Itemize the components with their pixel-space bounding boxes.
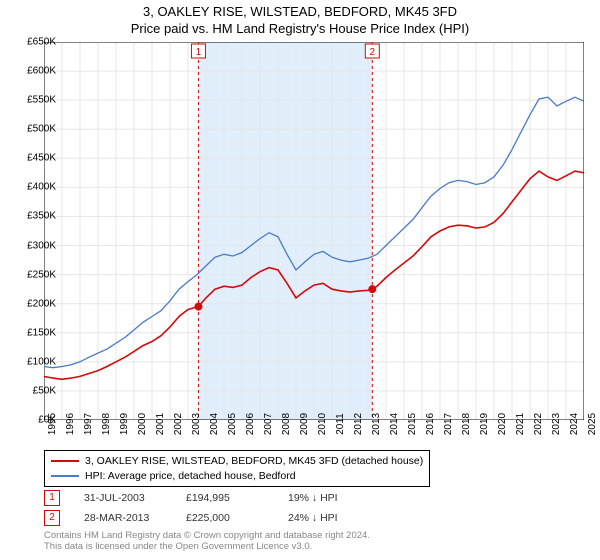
y-tick-label: £500K xyxy=(12,124,56,135)
y-tick-label: £400K xyxy=(12,182,56,193)
svg-text:1: 1 xyxy=(196,47,202,58)
x-tick-label: 2013 xyxy=(371,413,382,435)
x-tick-label: 2022 xyxy=(533,413,544,435)
x-tick-label: 1999 xyxy=(119,413,130,435)
y-tick-label: £300K xyxy=(12,240,56,251)
sale-pct-vs-hpi: 19% ↓ HPI xyxy=(288,492,366,504)
sale-marker-box: 2 xyxy=(44,510,60,526)
x-tick-label: 2005 xyxy=(227,413,238,435)
x-tick-label: 2010 xyxy=(317,413,328,435)
sale-row: 2 28-MAR-2013 £225,000 24% ↓ HPI xyxy=(44,510,366,526)
x-tick-label: 2007 xyxy=(263,413,274,435)
x-tick-label: 2004 xyxy=(209,413,220,435)
y-tick-label: £100K xyxy=(12,356,56,367)
x-tick-label: 2016 xyxy=(425,413,436,435)
x-tick-label: 1996 xyxy=(65,413,76,435)
x-tick-label: 2015 xyxy=(407,413,418,435)
chart-plot-area: 12 xyxy=(44,42,584,420)
y-tick-label: £250K xyxy=(12,269,56,280)
x-tick-label: 2000 xyxy=(137,413,148,435)
legend-swatch xyxy=(51,460,79,462)
footer-line-2: This data is licensed under the Open Gov… xyxy=(44,541,370,552)
x-tick-label: 1995 xyxy=(47,413,58,435)
sale-price: £194,995 xyxy=(186,492,264,504)
x-tick-label: 1997 xyxy=(83,413,94,435)
x-tick-label: 2012 xyxy=(353,413,364,435)
x-tick-label: 2011 xyxy=(335,413,346,435)
x-tick-label: 2021 xyxy=(515,413,526,435)
legend: 3, OAKLEY RISE, WILSTEAD, BEDFORD, MK45 … xyxy=(44,450,430,487)
y-tick-label: £600K xyxy=(12,66,56,77)
footer-attribution: Contains HM Land Registry data © Crown c… xyxy=(44,530,370,553)
sale-marker-box: 1 xyxy=(44,490,60,506)
x-tick-label: 1998 xyxy=(101,413,112,435)
legend-label: HPI: Average price, detached house, Bedf… xyxy=(85,469,296,484)
y-tick-label: £50K xyxy=(12,385,56,396)
x-tick-label: 2024 xyxy=(569,413,580,435)
x-tick-label: 2009 xyxy=(299,413,310,435)
x-tick-label: 2017 xyxy=(443,413,454,435)
y-tick-label: £350K xyxy=(12,211,56,222)
x-tick-label: 2002 xyxy=(173,413,184,435)
legend-row: 3, OAKLEY RISE, WILSTEAD, BEDFORD, MK45 … xyxy=(51,454,423,469)
legend-row: HPI: Average price, detached house, Bedf… xyxy=(51,469,423,484)
x-tick-label: 2001 xyxy=(155,413,166,435)
sale-price: £225,000 xyxy=(186,512,264,524)
x-tick-label: 2018 xyxy=(461,413,472,435)
x-tick-label: 2020 xyxy=(497,413,508,435)
x-tick-label: 2025 xyxy=(587,413,598,435)
x-tick-label: 2014 xyxy=(389,413,400,435)
x-tick-label: 2023 xyxy=(551,413,562,435)
sale-date: 28-MAR-2013 xyxy=(84,512,162,524)
line-chart-svg: 12 xyxy=(44,42,584,420)
title-line-1: 3, OAKLEY RISE, WILSTEAD, BEDFORD, MK45 … xyxy=(0,4,600,21)
legend-label: 3, OAKLEY RISE, WILSTEAD, BEDFORD, MK45 … xyxy=(85,454,423,469)
svg-text:2: 2 xyxy=(370,47,376,58)
y-tick-label: £550K xyxy=(12,95,56,106)
x-tick-label: 2019 xyxy=(479,413,490,435)
footer-line-1: Contains HM Land Registry data © Crown c… xyxy=(44,530,370,541)
sales-table: 1 31-JUL-2003 £194,995 19% ↓ HPI 2 28-MAR-201… xyxy=(44,490,366,530)
x-tick-label: 2008 xyxy=(281,413,292,435)
sale-pct-vs-hpi: 24% ↓ HPI xyxy=(288,512,366,524)
title-line-2: Price paid vs. HM Land Registry's House … xyxy=(0,21,600,38)
legend-swatch xyxy=(51,475,79,476)
sale-row: 1 31-JUL-2003 £194,995 19% ↓ HPI xyxy=(44,490,366,506)
x-tick-label: 2003 xyxy=(191,413,202,435)
y-tick-label: £450K xyxy=(12,153,56,164)
y-tick-label: £650K xyxy=(12,37,56,48)
x-tick-label: 2006 xyxy=(245,413,256,435)
sale-date: 31-JUL-2003 xyxy=(84,492,162,504)
y-tick-label: £200K xyxy=(12,298,56,309)
chart-title: 3, OAKLEY RISE, WILSTEAD, BEDFORD, MK45 … xyxy=(0,0,600,38)
y-tick-label: £150K xyxy=(12,327,56,338)
